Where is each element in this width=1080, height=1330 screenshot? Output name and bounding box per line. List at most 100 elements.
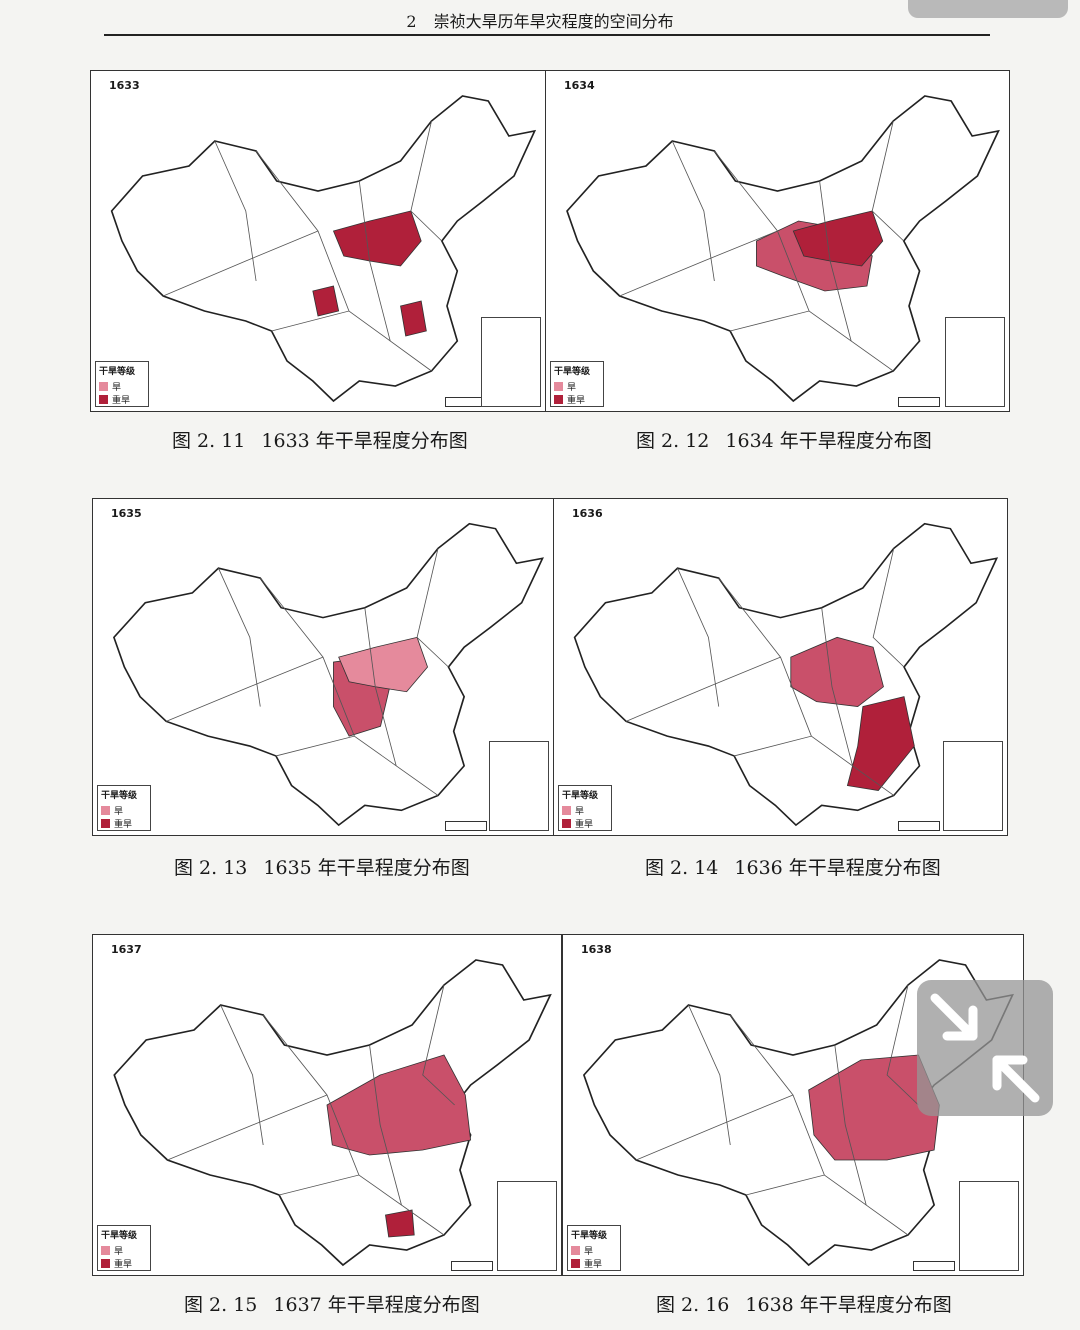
figure-title: 1636 年干旱程度分布图 (734, 857, 941, 879)
legend-swatch-heavy (101, 1259, 110, 1268)
province-boundary (358, 180, 391, 342)
province-boundary (834, 1044, 867, 1206)
scale-bar (913, 1261, 955, 1271)
drought-region-heavy (332, 210, 422, 267)
province-boundary (671, 140, 715, 282)
province-boundary (163, 230, 319, 297)
province-boundary (730, 310, 894, 372)
south-sea-inset (959, 1181, 1019, 1271)
legend-light-label: 旱 (575, 807, 585, 817)
legend-swatch-heavy (562, 819, 571, 828)
scale-bar (451, 1261, 493, 1271)
province-boundary (625, 656, 781, 722)
drought-region (326, 1054, 472, 1156)
legend-swatch-heavy (99, 395, 108, 404)
map-legend: 干旱等级 旱 重旱 (550, 361, 604, 407)
province-boundary (734, 735, 894, 796)
figure-caption-2-15: 图 2. 15 1637 年干旱程度分布图 (184, 1290, 480, 1317)
map-year-label: 1638 (581, 943, 612, 956)
drought-region-heavy (400, 300, 427, 337)
drought-region (385, 1209, 415, 1238)
figure-title: 1635 年干旱程度分布图 (263, 857, 470, 879)
figure-caption-2-13: 图 2. 13 1635 年干旱程度分布图 (174, 853, 470, 880)
figure-number: 图 2. 15 (184, 1294, 258, 1316)
figure-title: 1634 年干旱程度分布图 (725, 430, 932, 452)
country-outline (573, 522, 999, 827)
south-sea-inset (489, 741, 549, 831)
country-outline (110, 95, 537, 403)
legend-swatch-light (571, 1246, 580, 1255)
legend-heavy-label: 重旱 (114, 820, 133, 830)
legend-title: 干旱等级 (571, 1231, 608, 1241)
page-header: 2 崇祯大旱历年旱灾程度的空间分布 (0, 8, 1080, 32)
province-boundary (422, 984, 455, 1106)
province-boundary (871, 120, 905, 242)
legend-heavy-label: 重旱 (575, 820, 594, 830)
province-boundary (410, 120, 443, 242)
legend-swatch-light (101, 806, 110, 815)
legend-light-label: 旱 (567, 383, 577, 393)
south-sea-inset (945, 317, 1005, 407)
legend-heavy-label: 重旱 (112, 396, 131, 406)
china-map (113, 959, 552, 1267)
drought-region (846, 696, 915, 791)
figure-caption-2-14: 图 2. 14 1636 年干旱程度分布图 (645, 853, 941, 880)
header-rule (104, 34, 990, 36)
figure-caption-2-12: 图 2. 12 1634 年干旱程度分布图 (636, 426, 932, 453)
map-panel-1635: 1635 干旱等级 旱 重旱 (92, 498, 554, 836)
legend-swatch-light (562, 806, 571, 815)
province-boundary (677, 568, 720, 707)
province-boundary (214, 140, 257, 282)
province-boundary (369, 1044, 402, 1206)
legend-heavy-label: 重旱 (114, 1260, 133, 1270)
province-boundary (886, 984, 919, 1106)
chapter-number: 2 (406, 12, 417, 31)
legend-swatch-heavy (554, 395, 563, 404)
map-panel-1636: 1636 干旱等级 旱 重旱 (553, 498, 1008, 836)
province-boundary (220, 1004, 264, 1146)
scale-bar (898, 397, 940, 407)
map-panel-1637: 1637 干旱等级 旱 重旱 (92, 934, 562, 1276)
map-year-label: 1634 (564, 79, 595, 92)
china-map (110, 95, 537, 403)
south-sea-inset (497, 1181, 557, 1271)
legend-title: 干旱等级 (554, 367, 591, 377)
legend-title: 干旱等级 (562, 791, 599, 801)
china-map (112, 522, 544, 827)
province-boundary (271, 310, 432, 372)
map-legend: 干旱等级 旱 重旱 (558, 785, 612, 831)
china-map (582, 959, 1014, 1267)
map-panel-1633: 1633 干旱等级 旱 重旱 (90, 70, 546, 412)
province-boundary (636, 1094, 794, 1161)
china-map (573, 522, 999, 827)
country-outline (112, 522, 544, 827)
map-panel-1634: 1634 干旱等级 旱 重旱 (545, 70, 1010, 412)
map-legend: 干旱等级 旱 重旱 (95, 361, 149, 407)
province-boundary (745, 1174, 909, 1236)
fullscreen-toggle-button[interactable] (917, 980, 1053, 1116)
legend-swatch-heavy (571, 1259, 580, 1268)
province-boundary (275, 735, 439, 796)
chapter-title: 崇祯大旱历年旱灾程度的空间分布 (433, 12, 674, 31)
figure-title: 1637 年干旱程度分布图 (273, 1294, 480, 1316)
province-boundary (167, 1094, 328, 1161)
china-map (566, 95, 1000, 403)
collapse-arrows-icon (930, 993, 1040, 1103)
province-boundary (619, 230, 778, 297)
figure-number: 图 2. 11 (172, 430, 246, 452)
province-boundary (872, 548, 905, 668)
legend-swatch-light (99, 382, 108, 391)
map-year-label: 1637 (111, 943, 142, 956)
province-boundary (166, 656, 324, 722)
legend-light-label: 旱 (112, 383, 122, 393)
figure-number: 图 2. 13 (174, 857, 248, 879)
top-overlay-bar (908, 0, 1068, 18)
map-year-label: 1633 (109, 79, 140, 92)
drought-region-light (338, 636, 429, 693)
legend-light-label: 旱 (584, 1247, 594, 1257)
legend-light-label: 旱 (114, 807, 124, 817)
drought-region-heavy (792, 210, 884, 267)
legend-title: 干旱等级 (101, 791, 138, 801)
legend-light-label: 旱 (114, 1247, 124, 1257)
figure-title: 1638 年干旱程度分布图 (745, 1294, 952, 1316)
